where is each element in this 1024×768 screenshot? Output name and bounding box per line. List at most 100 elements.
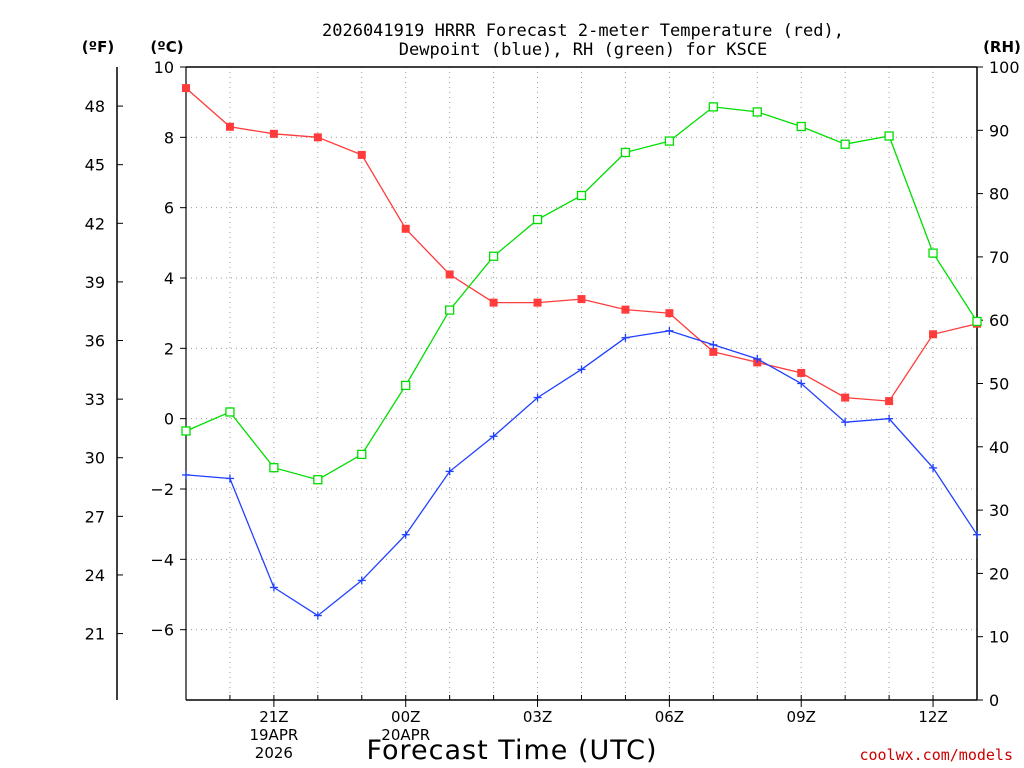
- dewpoint-point: [885, 414, 894, 423]
- fahrenheit-tick-label: 42: [85, 214, 105, 233]
- dewpoint-point: [973, 530, 981, 539]
- rh-point: [752, 107, 762, 117]
- temperature-point: [445, 270, 454, 279]
- rh-tick-label: 10: [989, 628, 1009, 647]
- chart-title-line-2: Dewpoint (blue), RH (green) for KSCE: [399, 40, 767, 60]
- rh-point: [620, 147, 631, 158]
- temperature-point: [797, 368, 806, 377]
- x-tick-label: 21Z: [259, 708, 288, 726]
- x-tick-label: 09Z: [787, 708, 816, 726]
- dewpoint-point: [709, 340, 718, 349]
- dewpoint-point: [489, 432, 498, 441]
- rh-point: [884, 131, 894, 141]
- dewpoint-point: [401, 530, 410, 539]
- temperature-line: [185, 87, 978, 402]
- rh-tick-label: 40: [989, 438, 1009, 457]
- chart-title-line-1: 2026041919 HRRR Forecast 2-meter Tempera…: [322, 21, 844, 41]
- dewpoint-point: [357, 576, 366, 585]
- rh-point: [181, 426, 191, 436]
- temperature-point: [621, 305, 630, 314]
- dewpoint-point: [665, 326, 674, 335]
- rh-tick-label: 20: [989, 564, 1009, 583]
- temperature-point: [313, 133, 322, 142]
- rh-tick-label: 50: [989, 375, 1009, 394]
- celsius-tick-label: 6: [164, 199, 174, 218]
- dewpoint-point: [753, 354, 762, 363]
- dewpoint-point: [929, 463, 938, 472]
- celsius-tick-label: −2: [150, 480, 174, 499]
- rh-point: [313, 475, 323, 485]
- celsius-tick-label: −6: [150, 621, 174, 640]
- temperature-point: [533, 298, 542, 307]
- rh-point: [840, 139, 850, 149]
- fahrenheit-tick-label: 45: [85, 156, 105, 175]
- celsius-tick-label: 2: [164, 339, 174, 358]
- celsius-tick-label: −4: [150, 550, 174, 569]
- celsius-tick-label: 4: [164, 269, 174, 288]
- temperature-point: [489, 298, 498, 307]
- dewpoint-point: [621, 333, 630, 342]
- fahrenheit-tick-label: 24: [85, 566, 105, 585]
- temperature-point: [182, 84, 190, 93]
- dewpoint-point: [577, 365, 586, 374]
- x-tick-label: 19APR: [249, 726, 298, 744]
- rh-unit-label: (RH): [983, 38, 1021, 56]
- temperature-point: [225, 122, 234, 131]
- x-tick-label: 20APR: [381, 726, 430, 744]
- fahrenheit-tick-label: 48: [85, 97, 105, 116]
- dewpoint-point: [445, 467, 454, 476]
- rh-point: [269, 463, 279, 473]
- x-tick-label: 06Z: [655, 708, 684, 726]
- celsius-tick-label: 0: [164, 410, 174, 429]
- rh-tick-label: 100: [989, 58, 1020, 77]
- rh-point: [445, 305, 455, 315]
- rh-point: [928, 248, 938, 258]
- dewpoint-point: [313, 611, 322, 620]
- celsius-tick-label: 8: [164, 128, 174, 147]
- x-tick-label: 12Z: [918, 708, 947, 726]
- data-series: [181, 84, 982, 620]
- dewpoint-point: [533, 393, 542, 402]
- tick-labels: −6−4−20246810212427303336394245480102030…: [85, 58, 1020, 762]
- dewpoint-point: [841, 418, 850, 427]
- temperature-point: [401, 224, 410, 233]
- axes: [116, 66, 978, 701]
- rh-point: [401, 380, 411, 391]
- credit-text: coolwx.com/models: [859, 746, 1013, 764]
- fahrenheit-tick-label: 33: [85, 390, 105, 409]
- dewpoint-point: [182, 470, 190, 479]
- rh-point: [708, 102, 718, 112]
- temperature-point: [269, 129, 278, 138]
- temperature-point: [885, 397, 894, 406]
- x-tick-label: 03Z: [523, 708, 552, 726]
- celsius-unit-label: (ºC): [150, 38, 183, 56]
- rh-point: [225, 407, 235, 417]
- fahrenheit-tick-label: 36: [85, 332, 105, 351]
- temperature-point: [665, 309, 674, 318]
- rh-tick-label: 80: [989, 185, 1009, 204]
- fahrenheit-unit-label: (ºF): [82, 38, 114, 56]
- temperature-point: [577, 295, 586, 304]
- fahrenheit-tick-label: 30: [85, 449, 105, 468]
- rh-point: [357, 449, 367, 460]
- grid-lines: [186, 67, 977, 700]
- temperature-point: [709, 347, 718, 356]
- temperature-point: [841, 393, 850, 402]
- fahrenheit-tick-label: 21: [85, 625, 105, 644]
- rh-point: [532, 214, 543, 225]
- celsius-tick-label: 10: [154, 58, 174, 77]
- rh-tick-label: 0: [989, 691, 999, 710]
- x-axis-label: Forecast Time (UTC): [366, 735, 657, 766]
- rh-tick-label: 30: [989, 501, 1009, 520]
- temperature-point: [929, 330, 938, 339]
- temperature-point: [357, 150, 366, 159]
- fahrenheit-tick-label: 39: [85, 273, 105, 292]
- fahrenheit-tick-label: 27: [85, 507, 105, 526]
- rh-point: [796, 121, 806, 132]
- x-tick-label: 00Z: [391, 708, 420, 726]
- dewpoint-point: [225, 474, 234, 483]
- x-tick-label: 2026: [255, 744, 293, 762]
- rh-tick-label: 60: [989, 311, 1009, 330]
- dewpoint-point: [269, 583, 278, 592]
